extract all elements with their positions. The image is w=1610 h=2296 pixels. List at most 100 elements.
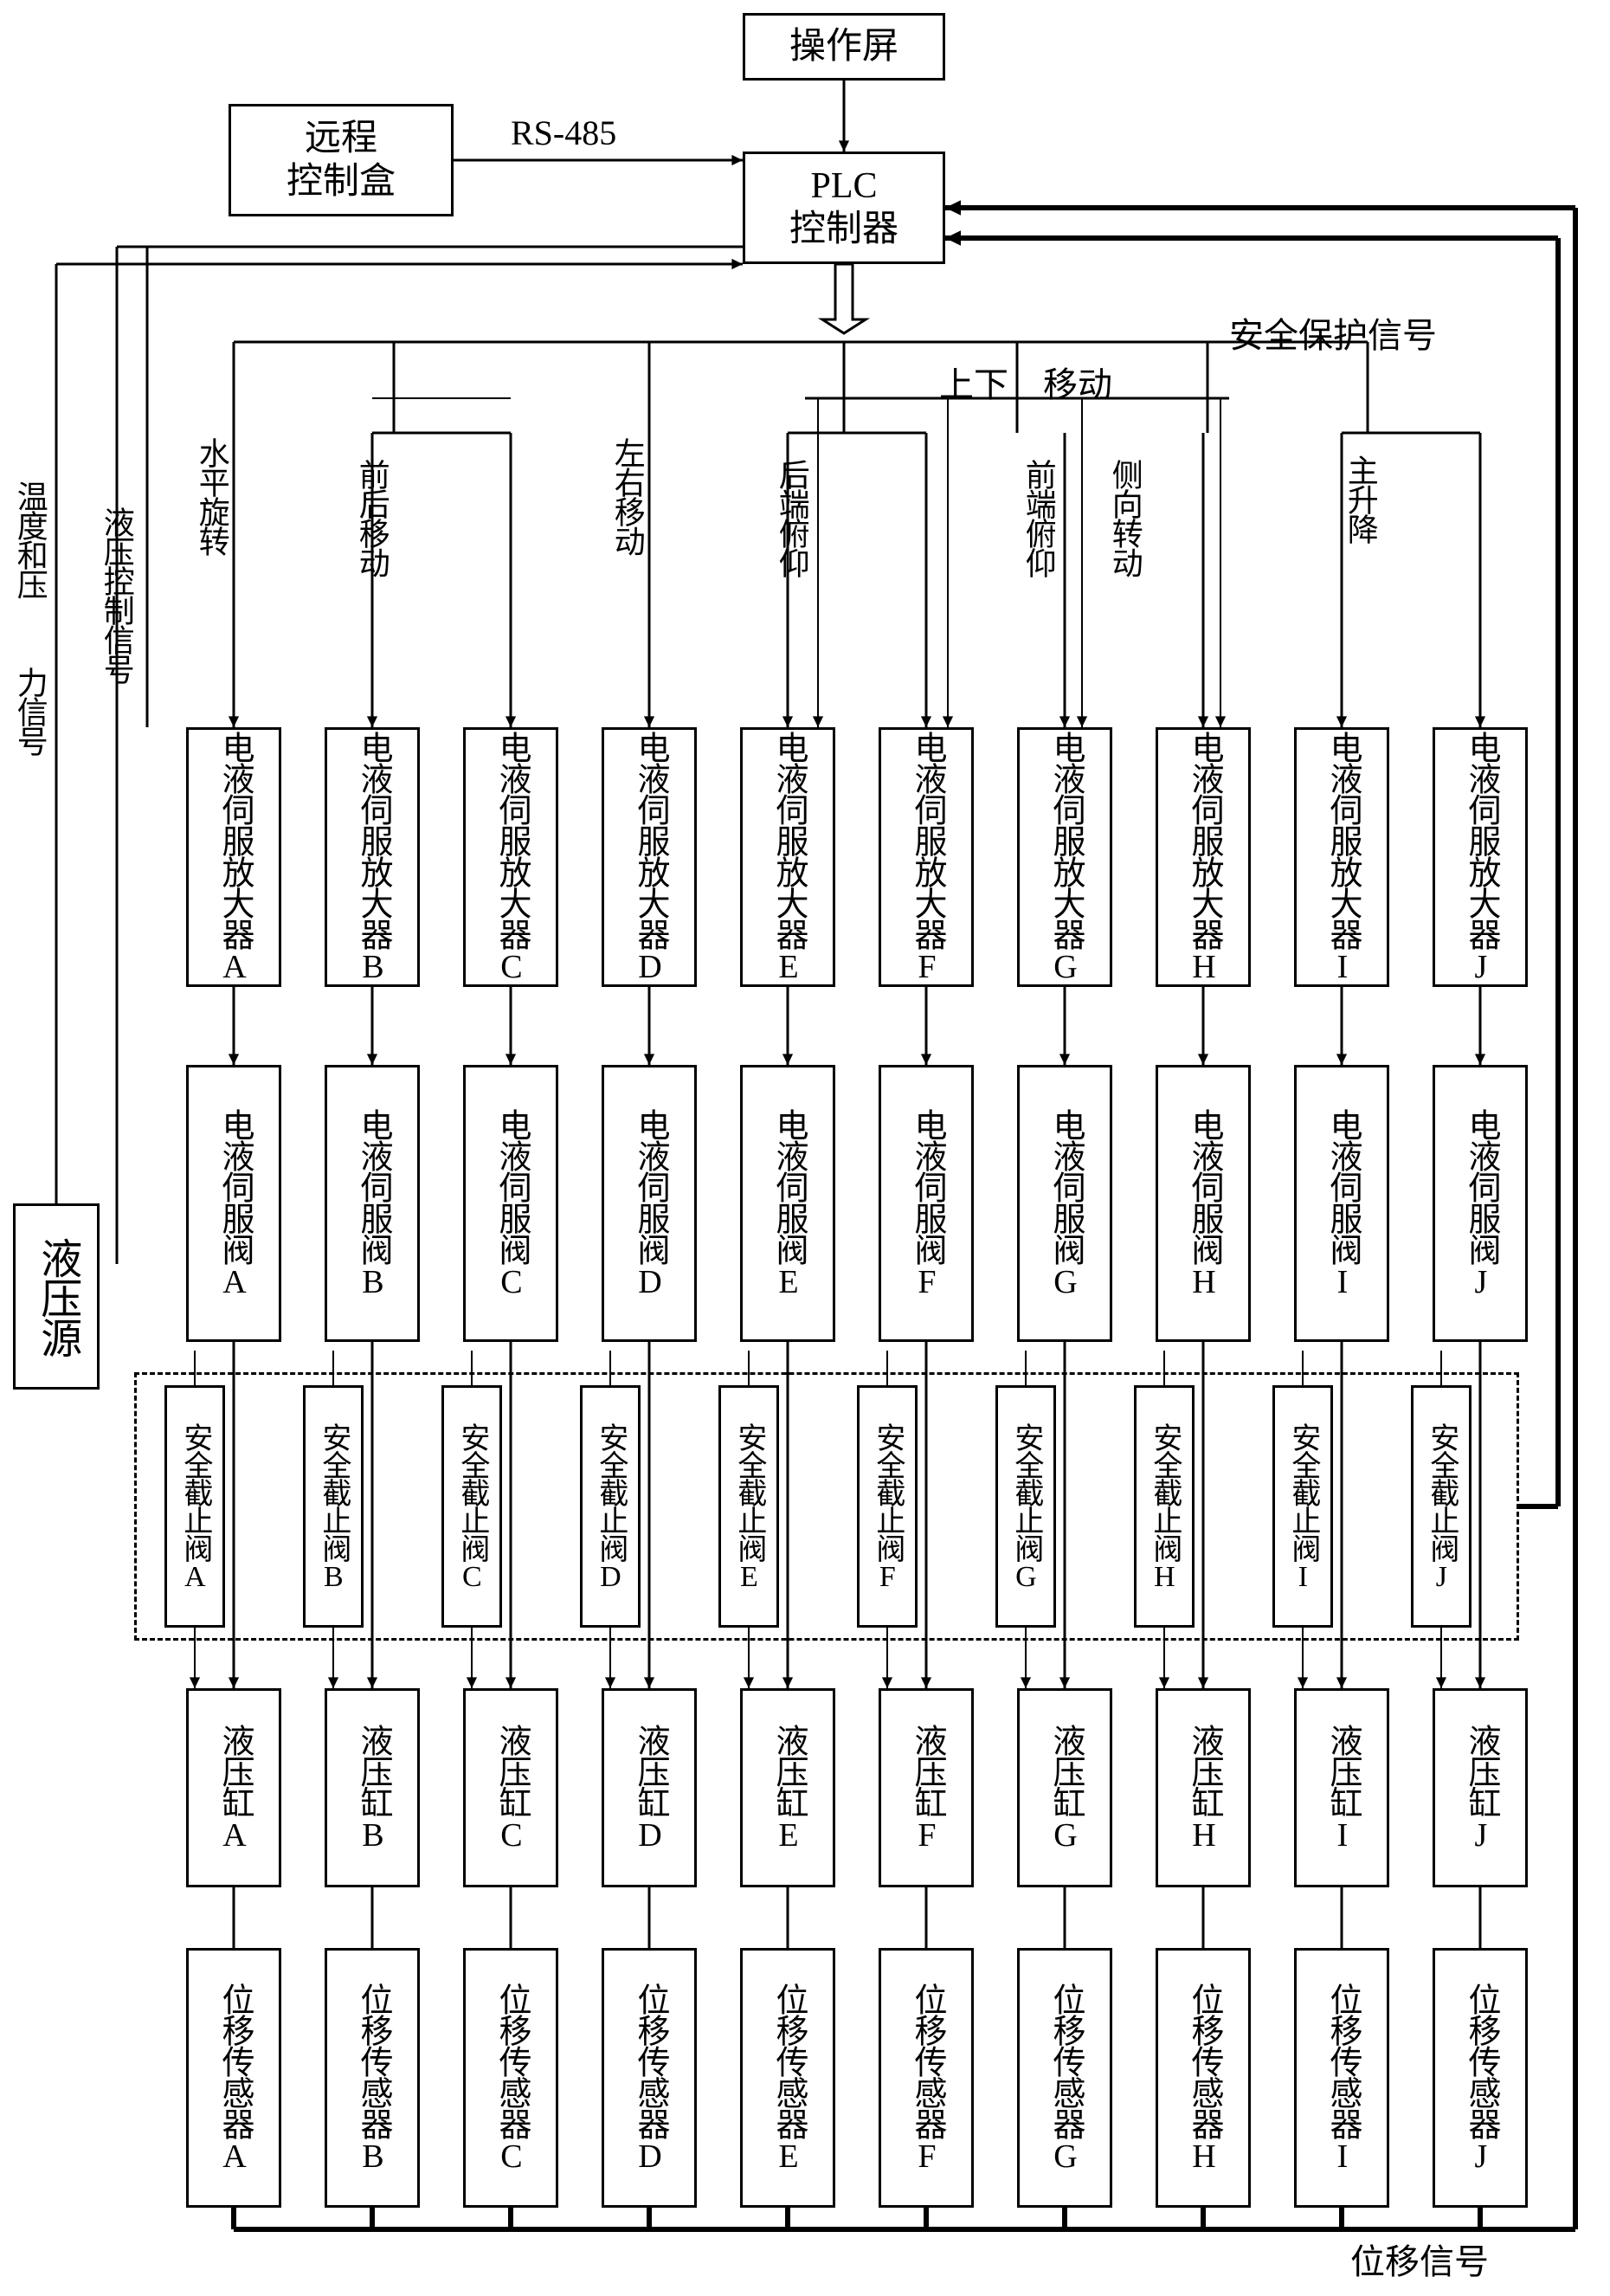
amplifier-label-H: 电液伺服放大器H	[1186, 731, 1220, 984]
sensor-label-A: 位移传感器A	[216, 1983, 251, 2173]
hydraulic-control-label: 液压控制信号	[100, 506, 132, 683]
temp-pressure-p1: 温度和压	[13, 480, 46, 598]
m5: 侧向转动	[1108, 459, 1141, 577]
safety-valve-label-H: 安全截止阀H	[1149, 1422, 1180, 1591]
plc-box: PLC 控制器	[743, 152, 945, 264]
sensor-label-I: 位移传感器I	[1324, 1983, 1359, 2173]
servo-valve-label-D: 电液伺服阀D	[632, 1108, 667, 1299]
amplifier-label-F: 电液伺服放大器F	[909, 731, 943, 984]
sensor-label-F: 位移传感器F	[909, 1983, 943, 2173]
amplifier-J: 电液伺服放大器J	[1433, 727, 1528, 987]
cylinder-E: 液压缸E	[740, 1688, 835, 1887]
sensor-J: 位移传感器J	[1433, 1948, 1528, 2208]
operation-screen-label: 操作屏	[789, 25, 898, 68]
servo-valve-label-A: 电液伺服阀A	[216, 1108, 251, 1299]
servo-valve-label-H: 电液伺服阀H	[1186, 1108, 1220, 1299]
safety-valve-C: 安全截止阀C	[441, 1385, 502, 1628]
safety-valve-label-I: 安全截止阀I	[1287, 1422, 1318, 1591]
safety-valve-H: 安全截止阀H	[1134, 1385, 1195, 1628]
amplifier-label-C: 电液伺服放大器C	[493, 731, 528, 984]
remote-l1: 远程	[305, 117, 377, 160]
safety-valve-E: 安全截止阀E	[718, 1385, 779, 1628]
servo-valve-H: 电液伺服阀H	[1156, 1065, 1251, 1342]
cylinder-D: 液压缸D	[602, 1688, 697, 1887]
m2: 左右移动	[610, 437, 643, 555]
servo-valve-D: 电液伺服阀D	[602, 1065, 697, 1342]
amplifier-A: 电液伺服放大器A	[186, 727, 281, 987]
servo-valve-label-I: 电液伺服阀I	[1324, 1108, 1359, 1299]
cylinder-H: 液压缸H	[1156, 1688, 1251, 1887]
plc-l1: PLC	[810, 164, 877, 208]
m1: 前后移动	[355, 459, 388, 577]
up-down-label: 上下	[939, 357, 1008, 407]
servo-valve-F: 电液伺服阀F	[879, 1065, 974, 1342]
safety-valve-label-A: 安全截止阀A	[179, 1422, 210, 1591]
servo-valve-C: 电液伺服阀C	[463, 1065, 558, 1342]
amplifier-D: 电液伺服放大器D	[602, 727, 697, 987]
servo-valve-label-C: 电液伺服阀C	[493, 1108, 528, 1299]
amplifier-label-G: 电液伺服放大器G	[1047, 731, 1082, 984]
hydraulic-source-box: 液压源	[13, 1203, 100, 1390]
sensor-C: 位移传感器C	[463, 1948, 558, 2208]
cylinder-B: 液压缸B	[325, 1688, 420, 1887]
amplifier-H: 电液伺服放大器H	[1156, 727, 1251, 987]
servo-valve-I: 电液伺服阀I	[1294, 1065, 1389, 1342]
servo-valve-G: 电液伺服阀G	[1017, 1065, 1112, 1342]
sensor-label-J: 位移传感器J	[1463, 1983, 1497, 2173]
displacement-signal-label: 位移信号	[1350, 2234, 1489, 2284]
amplifier-label-D: 电液伺服放大器D	[632, 731, 667, 984]
servo-valve-label-J: 电液伺服阀J	[1463, 1108, 1497, 1299]
amplifier-label-I: 电液伺服放大器I	[1324, 731, 1359, 984]
m6: 主升降	[1343, 455, 1376, 543]
safety-valve-B: 安全截止阀B	[303, 1385, 364, 1628]
hydraulic-source-label: 液压源	[35, 1237, 78, 1357]
cylinder-label-D: 液压缸D	[632, 1724, 667, 1852]
safety-valve-label-B: 安全截止阀B	[318, 1422, 349, 1591]
servo-valve-E: 电液伺服阀E	[740, 1065, 835, 1342]
cylinder-C: 液压缸C	[463, 1688, 558, 1887]
m0: 水平旋转	[195, 437, 228, 555]
amplifier-label-B: 电液伺服放大器B	[355, 731, 390, 984]
amplifier-B: 电液伺服放大器B	[325, 727, 420, 987]
remote-l2: 控制盒	[287, 160, 396, 203]
safety-valve-D: 安全截止阀D	[580, 1385, 641, 1628]
sensor-D: 位移传感器D	[602, 1948, 697, 2208]
servo-valve-B: 电液伺服阀B	[325, 1065, 420, 1342]
operation-screen-box: 操作屏	[743, 13, 945, 81]
cylinder-label-F: 液压缸F	[909, 1724, 943, 1852]
move-label: 移动	[1043, 357, 1112, 407]
servo-valve-label-B: 电液伺服阀B	[355, 1108, 390, 1299]
cylinder-label-J: 液压缸J	[1463, 1724, 1497, 1852]
cylinder-label-E: 液压缸E	[770, 1724, 805, 1852]
sensor-E: 位移传感器E	[740, 1948, 835, 2208]
cylinder-label-H: 液压缸H	[1186, 1724, 1220, 1852]
safety-valve-label-D: 安全截止阀D	[595, 1422, 626, 1591]
sensor-label-D: 位移传感器D	[632, 1983, 667, 2173]
sensor-label-E: 位移传感器E	[770, 1983, 805, 2173]
amplifier-E: 电液伺服放大器E	[740, 727, 835, 987]
plc-l2: 控制器	[789, 208, 898, 251]
sensor-label-B: 位移传感器B	[355, 1983, 390, 2173]
servo-valve-A: 电液伺服阀A	[186, 1065, 281, 1342]
servo-valve-label-F: 电液伺服阀F	[909, 1108, 943, 1299]
m4: 前端俯仰	[1021, 459, 1054, 577]
servo-valve-J: 电液伺服阀J	[1433, 1065, 1528, 1342]
cylinder-label-C: 液压缸C	[493, 1724, 528, 1852]
safety-valve-label-G: 安全截止阀G	[1010, 1422, 1041, 1591]
cylinder-label-A: 液压缸A	[216, 1724, 251, 1852]
amplifier-label-E: 电液伺服放大器E	[770, 731, 805, 984]
amplifier-label-J: 电液伺服放大器J	[1463, 731, 1497, 984]
temp-pressure-p2: 力信号	[13, 667, 46, 755]
safety-valve-label-J: 安全截止阀J	[1426, 1422, 1457, 1591]
safety-valve-J: 安全截止阀J	[1411, 1385, 1472, 1628]
safety-valve-label-E: 安全截止阀E	[733, 1422, 764, 1591]
sensor-F: 位移传感器F	[879, 1948, 974, 2208]
safety-valve-label-C: 安全截止阀C	[456, 1422, 487, 1591]
amplifier-label-A: 电液伺服放大器A	[216, 731, 251, 984]
safety-valve-F: 安全截止阀F	[857, 1385, 918, 1628]
servo-valve-label-G: 电液伺服阀G	[1047, 1108, 1082, 1299]
sensor-G: 位移传感器G	[1017, 1948, 1112, 2208]
remote-control-box: 远程 控制盒	[229, 104, 454, 216]
sensor-H: 位移传感器H	[1156, 1948, 1251, 2208]
cylinder-J: 液压缸J	[1433, 1688, 1528, 1887]
